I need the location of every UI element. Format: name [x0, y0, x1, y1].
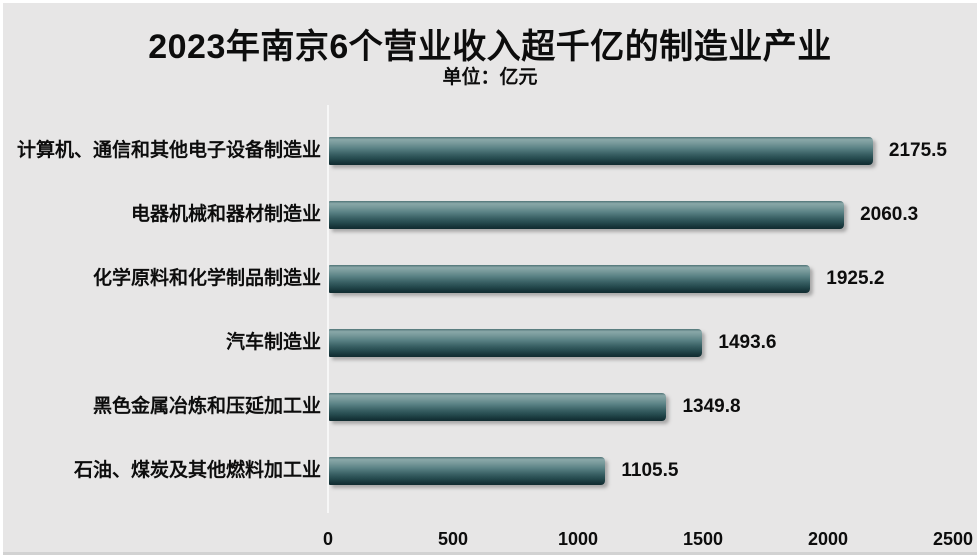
value-label: 1493.6	[718, 332, 777, 353]
bar	[329, 137, 873, 165]
value-label: 2175.5	[888, 140, 947, 161]
x-tick-label: 1000	[557, 529, 599, 549]
chart-title: 2023年南京6个营业收入超千亿的制造业产业	[148, 28, 832, 66]
category-label: 石油、煤炭及其他燃料加工业	[73, 460, 321, 481]
y-axis-line	[327, 105, 329, 513]
bar	[329, 201, 845, 229]
category-label: 电器机械和器材制造业	[130, 204, 321, 225]
x-tick-label: 0	[322, 529, 334, 549]
value-label: 2060.3	[860, 204, 919, 225]
category-label: 黑色金属冶炼和压延加工业	[92, 396, 321, 417]
x-tick-label: 500	[437, 529, 469, 549]
x-tick-label: 2500	[932, 529, 974, 549]
value-label: 1925.2	[826, 268, 885, 289]
chart-frame: 2023年南京6个营业收入超千亿的制造业产业 单位：亿元 计算机、通信和其他电子…	[3, 3, 977, 555]
bar	[329, 457, 606, 485]
bar	[329, 393, 667, 421]
category-label: 汽车制造业	[225, 332, 321, 353]
chart-subtitle: 单位：亿元	[442, 67, 538, 88]
value-label: 1105.5	[621, 460, 679, 481]
category-label: 计算机、通信和其他电子设备制造业	[16, 140, 321, 161]
bar	[329, 265, 811, 293]
bar	[329, 329, 703, 357]
category-label: 化学原料和化学制品制造业	[92, 268, 321, 289]
x-tick-label: 1500	[682, 529, 724, 549]
value-label: 1349.8	[682, 396, 741, 417]
x-tick-label: 2000	[807, 529, 849, 549]
bar-chart: 计算机、通信和其他电子设备制造业 2175.5 电器机械和器材制造业 2060.3 化学…	[3, 3, 977, 552]
